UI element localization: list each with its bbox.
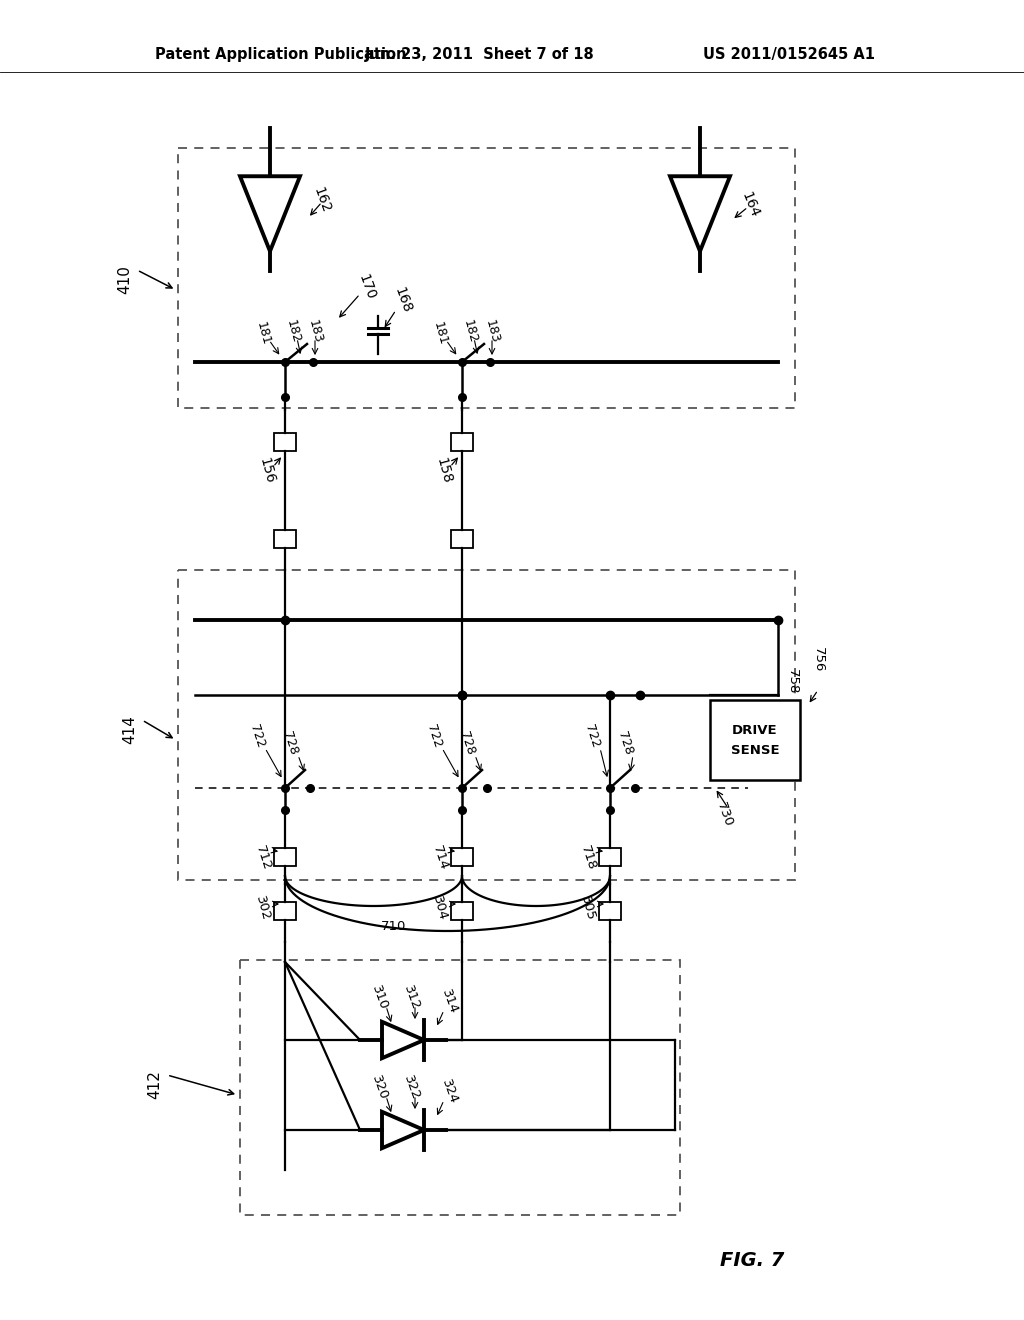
- Bar: [274, 902, 296, 920]
- Text: 322: 322: [401, 1073, 423, 1102]
- Text: 722: 722: [583, 722, 602, 750]
- Text: 410: 410: [118, 265, 132, 294]
- Text: 314: 314: [439, 987, 461, 1016]
- Text: DRIVE: DRIVE: [732, 723, 778, 737]
- Bar: [710, 700, 800, 780]
- Text: 730: 730: [715, 801, 735, 829]
- Text: US 2011/0152645 A1: US 2011/0152645 A1: [703, 48, 874, 62]
- Text: 162: 162: [311, 185, 333, 215]
- Text: 722: 722: [424, 722, 443, 750]
- Text: 728: 728: [615, 730, 635, 756]
- Text: 170: 170: [356, 272, 378, 302]
- Text: 324: 324: [439, 1078, 461, 1106]
- Bar: [240, 960, 680, 1214]
- Text: 756: 756: [811, 647, 824, 673]
- Text: Patent Application Publication: Patent Application Publication: [155, 48, 407, 62]
- Text: FIG. 7: FIG. 7: [720, 1250, 784, 1270]
- Text: 718: 718: [578, 843, 598, 873]
- Text: 728: 728: [457, 730, 477, 756]
- Text: 182: 182: [461, 319, 479, 345]
- Text: SENSE: SENSE: [731, 743, 779, 756]
- Text: 758: 758: [785, 669, 799, 694]
- Bar: [599, 847, 621, 866]
- Text: 302: 302: [253, 894, 272, 921]
- Bar: [178, 148, 795, 408]
- Text: 710: 710: [381, 920, 407, 932]
- Bar: [274, 531, 296, 548]
- Text: 156: 156: [257, 457, 278, 486]
- Text: Jun. 23, 2011  Sheet 7 of 18: Jun. 23, 2011 Sheet 7 of 18: [366, 48, 595, 62]
- Text: 158: 158: [434, 457, 455, 486]
- Text: 414: 414: [123, 715, 137, 744]
- Text: 183: 183: [482, 319, 502, 345]
- Text: 312: 312: [401, 983, 423, 1012]
- Bar: [178, 570, 795, 880]
- Text: 712: 712: [253, 843, 273, 873]
- Bar: [274, 433, 296, 451]
- Text: 310: 310: [370, 983, 390, 1012]
- Text: 304: 304: [430, 894, 450, 921]
- Bar: [451, 847, 473, 866]
- Text: 722: 722: [247, 722, 267, 750]
- Text: 183: 183: [305, 319, 325, 345]
- Text: 181: 181: [431, 321, 450, 347]
- Text: 164: 164: [738, 190, 762, 220]
- Bar: [274, 847, 296, 866]
- Bar: [451, 902, 473, 920]
- Text: 728: 728: [281, 730, 300, 756]
- Text: 412: 412: [147, 1071, 163, 1100]
- Bar: [451, 433, 473, 451]
- Text: 305: 305: [579, 894, 598, 921]
- Text: 320: 320: [370, 1074, 390, 1102]
- Text: 168: 168: [392, 285, 414, 315]
- Bar: [451, 531, 473, 548]
- Bar: [599, 902, 621, 920]
- Text: 182: 182: [284, 319, 302, 345]
- Text: 714: 714: [430, 843, 451, 873]
- Text: 181: 181: [254, 321, 272, 347]
